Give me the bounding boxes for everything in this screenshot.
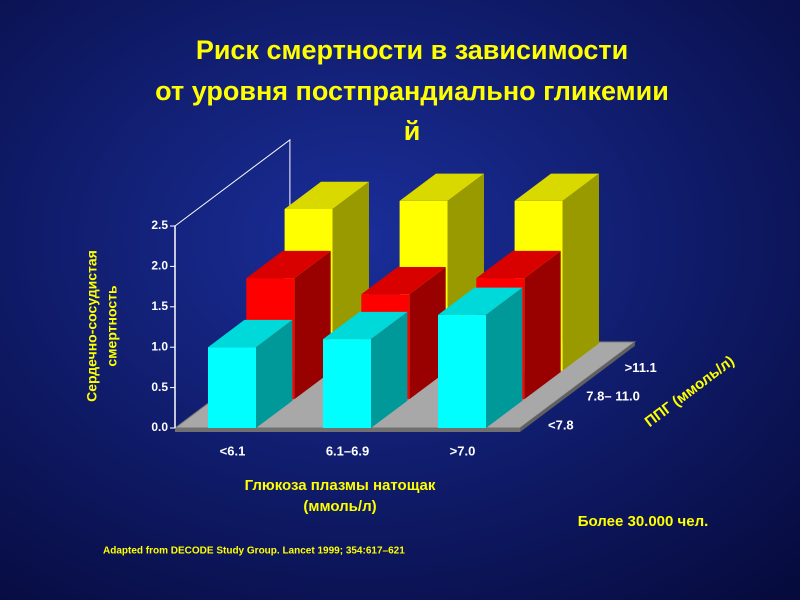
y-label-line: смертность <box>104 285 120 367</box>
floor-side <box>520 341 635 432</box>
bar-side <box>256 319 293 428</box>
bar <box>208 319 293 428</box>
bar-top <box>246 250 331 279</box>
y-tick-label: 2.0 <box>151 259 168 273</box>
title-line: от уровня постпрандиально гликемии <box>155 76 669 106</box>
bar-top <box>514 173 599 201</box>
bar-side <box>294 250 331 400</box>
y-axis-label: Сердечно-сосудистая смертность <box>84 250 120 402</box>
y-tick-label: 2.5 <box>151 218 168 232</box>
x-label-line: (ммоль/л) <box>303 498 376 515</box>
bar-front <box>208 347 256 428</box>
bar-top <box>323 311 408 340</box>
bar <box>323 311 408 428</box>
bar-side <box>562 173 599 371</box>
y-tick-label: 0.5 <box>151 380 168 394</box>
bar-top <box>284 181 369 209</box>
y-tick-label: 1.5 <box>151 299 168 313</box>
bar-side <box>524 250 561 400</box>
title-line: Риск смертности в зависимости <box>196 35 628 65</box>
y-label-line: Сердечно-сосудистая <box>84 250 100 402</box>
bar-side <box>486 287 523 428</box>
title-line: й <box>404 116 421 146</box>
chart-title: Риск смертности в зависимости от уровня … <box>155 35 669 146</box>
bar-top <box>208 319 293 348</box>
bar-top <box>476 250 561 279</box>
depth-label: >11.1 <box>625 360 657 375</box>
source-note: Adapted from DECODE Study Group. Lancet … <box>103 546 405 557</box>
bar-front <box>438 314 486 428</box>
plot-area: 0.0 0.5 1.0 1.5 2.0 2.5 <6.1 6.1–6.9 >7.0 <7.8 7.8… <box>151 138 657 458</box>
depth-label: <7.8 <box>548 417 574 432</box>
bar-side <box>371 311 408 428</box>
bar-top <box>438 287 523 315</box>
x-label-line: Глюкоза плазмы натощак <box>245 477 436 494</box>
floor-edge <box>175 428 520 432</box>
bar <box>438 287 523 428</box>
annotation: Более 30.000 чел. <box>578 513 709 530</box>
x-tick-label: <6.1 <box>220 443 246 458</box>
bar-front <box>323 339 371 428</box>
bar-side <box>409 266 446 400</box>
bar-top <box>399 173 484 201</box>
y-tick-label: 0.0 <box>151 420 168 434</box>
y-tick-label: 1.0 <box>151 339 168 353</box>
x-axis-label: Глюкоза плазмы натощак (ммоль/л) <box>245 477 436 515</box>
x-tick-label: 6.1–6.9 <box>326 443 369 458</box>
depth-label: 7.8– 11.0 <box>586 389 640 404</box>
bar-top <box>361 266 446 295</box>
x-tick-label: >7.0 <box>450 443 476 458</box>
